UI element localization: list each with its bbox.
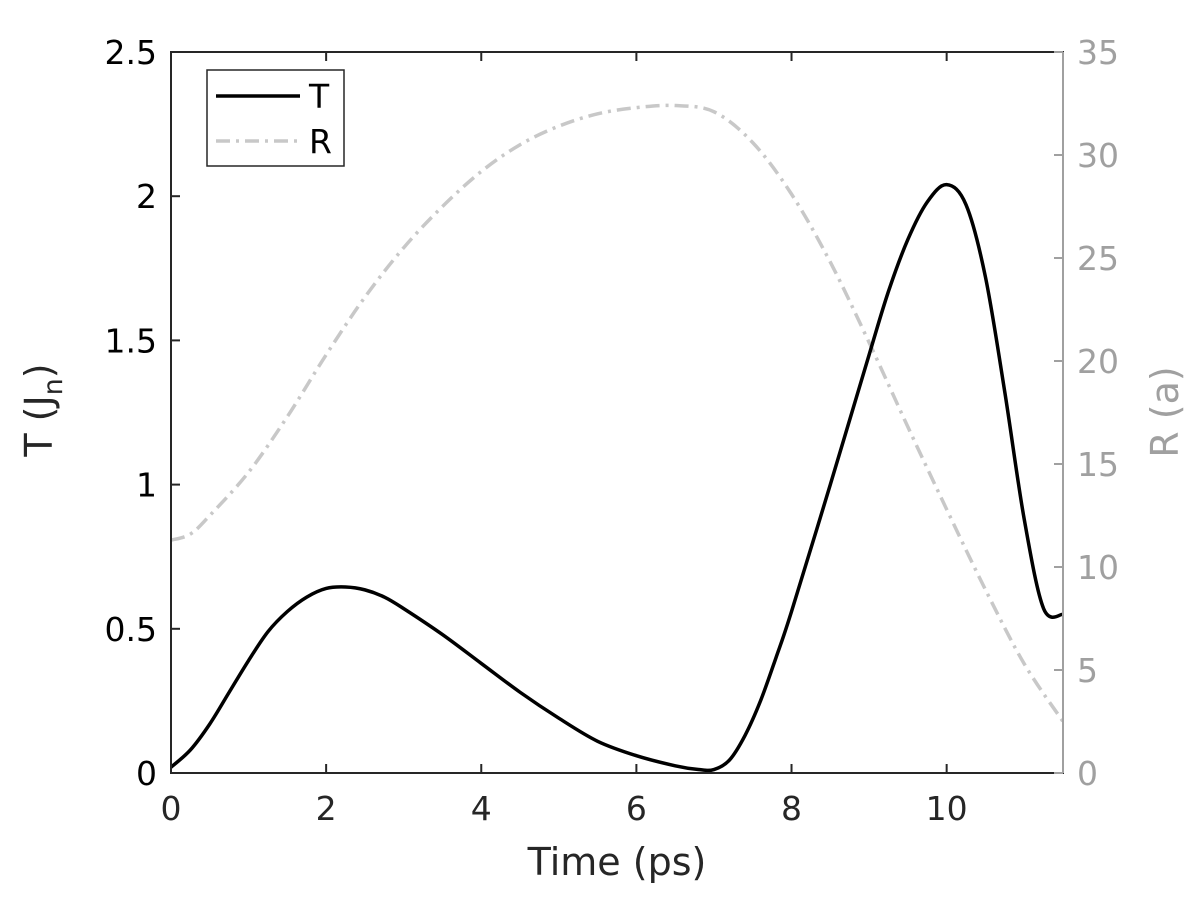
x-tick-label: 6: [626, 789, 647, 828]
x-tick-label: 2: [316, 789, 337, 828]
left-y-tick-label: 2.5: [105, 33, 157, 72]
right-y-tick-label: 15: [1077, 445, 1119, 484]
x-axis-ticks: 0 2 4 6 8 10: [161, 52, 968, 828]
left-y-tick-label: 1.5: [105, 321, 157, 360]
x-tick-label: 10: [926, 789, 968, 828]
legend-box: [206, 69, 345, 167]
left-y-tick-label: 2: [136, 177, 157, 216]
left-y-axis-label-close: ): [17, 363, 61, 378]
right-y-tick-label: 35: [1077, 33, 1119, 72]
left-y-axis-label: T (Jn): [17, 363, 69, 457]
right-y-axis-ticks: 0 5 10 15 20 25 30 35: [1054, 33, 1119, 793]
right-y-tick-label: 25: [1077, 239, 1119, 278]
x-tick-label: 4: [471, 789, 492, 828]
left-y-axis-ticks: 0 0.5 1 1.5 2 2.5: [105, 33, 180, 793]
plot-series-group: [171, 103, 1063, 773]
right-y-axis-label: R (a): [1143, 366, 1187, 457]
legend-label-T: T: [308, 77, 330, 116]
right-y-tick-label: 30: [1077, 136, 1119, 175]
left-y-tick-label: 0.5: [105, 610, 157, 649]
series-line-T: [171, 182, 1063, 773]
left-y-axis-label-subscript: n: [38, 378, 69, 395]
x-axis-label: Time (ps): [527, 840, 707, 884]
left-y-axis-label-main: T (J: [17, 395, 61, 457]
right-y-tick-label: 10: [1077, 548, 1119, 587]
legend-label-R: R: [309, 122, 332, 161]
right-y-tick-label: 0: [1077, 754, 1098, 793]
legend: T R: [206, 69, 345, 167]
right-y-tick-label: 5: [1077, 651, 1098, 690]
left-y-tick-label: 1: [136, 466, 157, 505]
left-y-tick-label: 0: [136, 754, 157, 793]
series-line-R: [171, 103, 1063, 723]
x-tick-label: 0: [161, 789, 182, 828]
right-y-tick-label: 20: [1077, 342, 1119, 381]
x-tick-label: 8: [781, 789, 802, 828]
